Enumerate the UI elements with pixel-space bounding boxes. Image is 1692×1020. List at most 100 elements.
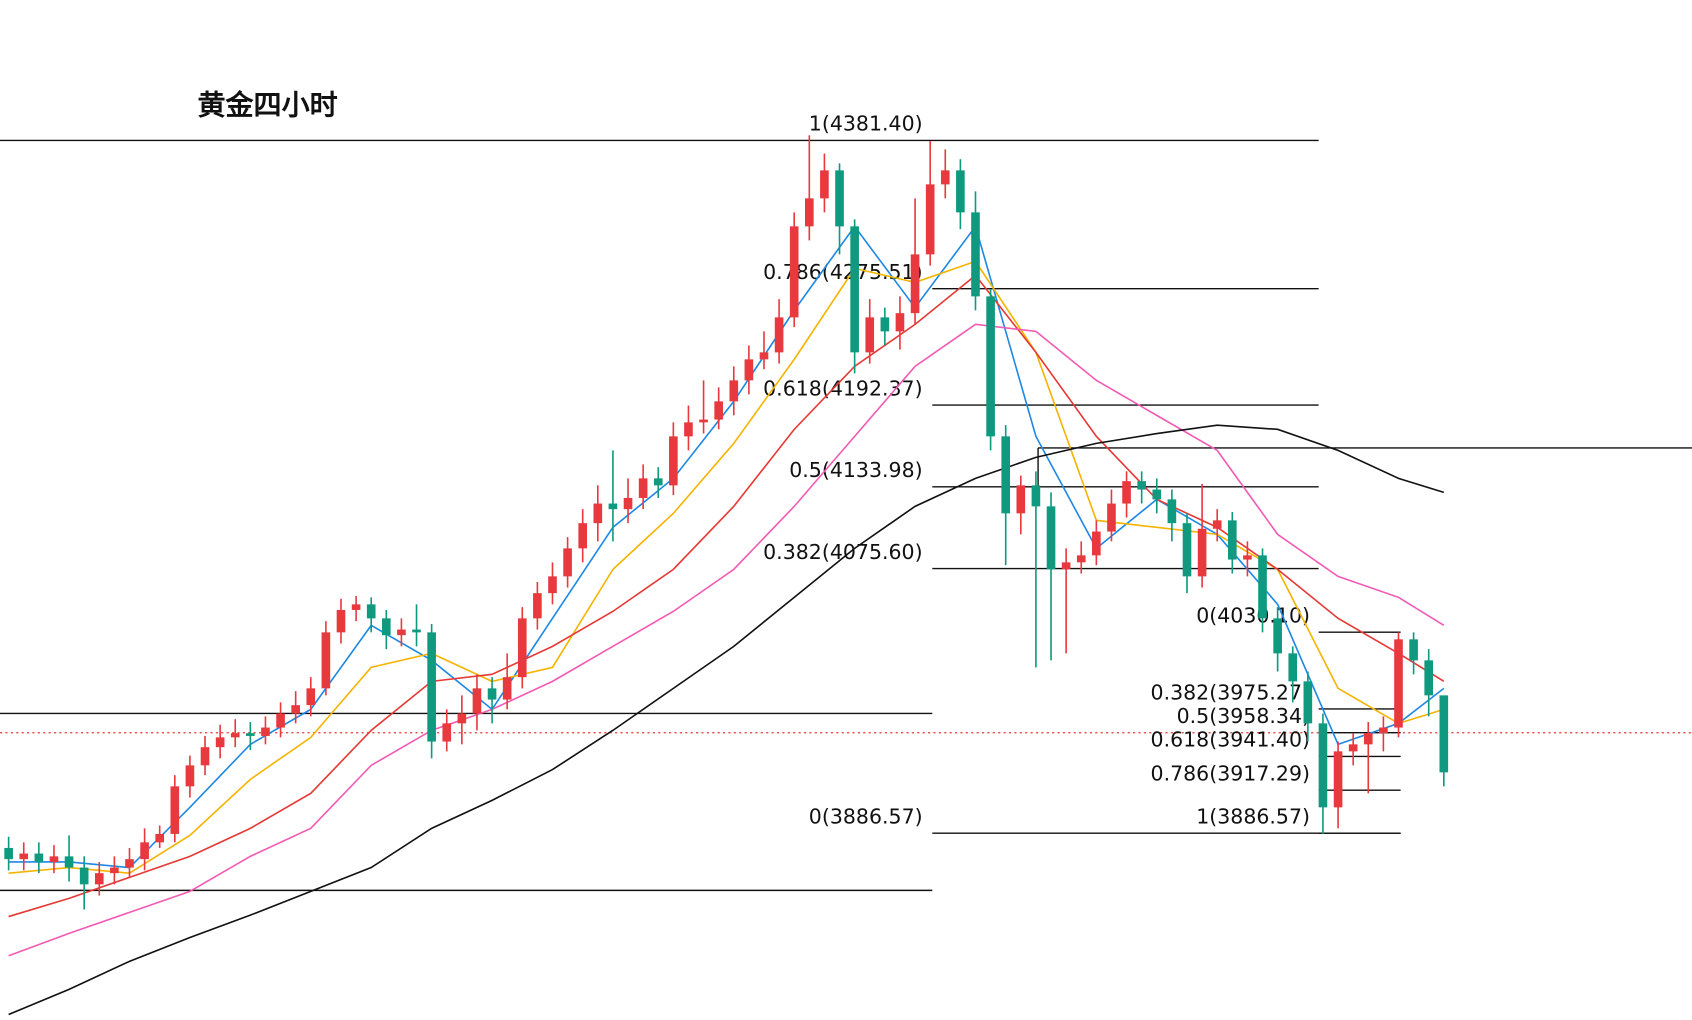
- candle-body: [185, 765, 195, 787]
- candle-body: [1288, 653, 1298, 682]
- candle-body: [684, 422, 693, 437]
- candle-body: [971, 212, 980, 297]
- candle-body: [381, 618, 391, 636]
- fib-level-label: 0.5(4133.98): [789, 458, 922, 482]
- candle-body: [351, 604, 361, 610]
- candle-body: [1363, 733, 1373, 745]
- fib-level-label: 0(4030.10): [1196, 604, 1310, 628]
- candle-body: [1318, 723, 1328, 808]
- candle-body: [759, 352, 769, 360]
- candle-body: [774, 317, 784, 353]
- candle-body: [487, 688, 497, 700]
- fib-level-label: 0.618(3941.40): [1151, 728, 1310, 752]
- candle-body: [729, 380, 739, 402]
- candle-body: [94, 873, 104, 885]
- candle-body: [1303, 681, 1313, 724]
- candle-body: [1212, 520, 1222, 529]
- candle-body: [548, 576, 557, 594]
- candle-body: [804, 198, 814, 227]
- candle-body: [925, 184, 935, 255]
- candle-body: [563, 548, 572, 577]
- candle-body: [714, 401, 723, 420]
- candle-body: [653, 478, 663, 486]
- candle-body: [608, 503, 618, 510]
- candle-body: [699, 419, 708, 423]
- candle-body: [623, 497, 633, 510]
- candle-body: [1333, 751, 1343, 808]
- candle-body: [4, 847, 13, 860]
- candle-body: [744, 359, 754, 381]
- candle-body: [200, 747, 210, 766]
- candle-body: [1227, 520, 1237, 560]
- candle-body: [986, 296, 995, 437]
- candle-body: [472, 688, 482, 714]
- fib-level-label: 0.382(3975.27): [1151, 680, 1310, 704]
- candle-body: [366, 604, 376, 619]
- candle-body: [1379, 727, 1388, 734]
- candle-body: [1061, 562, 1071, 570]
- moving-average-line: [8, 424, 1445, 1016]
- fib-level-label: 0.5(3958.34): [1177, 704, 1310, 728]
- candle-body: [155, 833, 165, 843]
- candle-body: [412, 629, 421, 633]
- candle-body: [669, 436, 678, 486]
- candle-body: [1001, 436, 1011, 514]
- candle-body: [1439, 695, 1449, 773]
- candle-body: [1409, 639, 1418, 661]
- candle-body: [457, 713, 467, 724]
- candle-body: [1348, 744, 1358, 752]
- candle-body: [865, 317, 875, 353]
- candle-body: [1137, 481, 1146, 490]
- candle-body: [880, 317, 890, 332]
- moving-average-line: [8, 323, 1445, 957]
- candle-body: [1046, 506, 1056, 570]
- candle-body: [502, 677, 512, 700]
- candle-body: [517, 618, 527, 678]
- candle-body: [895, 313, 905, 332]
- candle-body: [1197, 528, 1207, 577]
- candle-body: [79, 867, 89, 885]
- candle-body: [140, 842, 149, 860]
- fib-level-label: 0.382(4075.60): [763, 540, 922, 564]
- candle-body: [1258, 555, 1267, 619]
- candle-body: [638, 478, 648, 498]
- candle-body: [336, 609, 346, 633]
- candle-body: [427, 632, 436, 742]
- candle-body: [1092, 531, 1101, 556]
- candle-body: [276, 713, 285, 728]
- candle-body: [835, 170, 844, 227]
- candle-body: [261, 727, 270, 736]
- candle-body: [306, 688, 316, 706]
- candle-body: [321, 632, 331, 689]
- candle-body: [397, 629, 406, 636]
- candle-body: [170, 786, 180, 834]
- fib-level-label: 0.618(4192.37): [763, 376, 922, 400]
- candle-body: [110, 867, 119, 874]
- candle-body: [1076, 555, 1086, 563]
- candle-body: [215, 737, 225, 748]
- candle-body: [1243, 555, 1252, 560]
- candle-body: [19, 853, 29, 860]
- candle-body: [1167, 499, 1177, 524]
- candle-body: [850, 226, 859, 353]
- candle-body: [910, 254, 920, 314]
- candle-body: [789, 226, 799, 318]
- fib-level-label: 0.786(4275.51): [763, 260, 922, 284]
- candle-body: [956, 170, 965, 213]
- candle-body: [820, 170, 829, 199]
- candle-body: [940, 170, 950, 185]
- candle-body: [64, 856, 74, 868]
- candle-body: [246, 733, 255, 736]
- candle-body: [1107, 503, 1116, 532]
- candle-body: [578, 523, 588, 549]
- fib-level-label: 0(3886.57): [809, 804, 923, 828]
- candle-body: [1031, 485, 1041, 507]
- fib-level-label: 1(3886.57): [1196, 804, 1310, 828]
- fib-level-label: 0.786(3917.29): [1151, 761, 1310, 785]
- candle-body: [1122, 481, 1131, 504]
- candle-body: [533, 593, 542, 619]
- candle-body: [34, 853, 44, 862]
- candle-body: [1182, 523, 1192, 577]
- candle-body: [1424, 660, 1434, 696]
